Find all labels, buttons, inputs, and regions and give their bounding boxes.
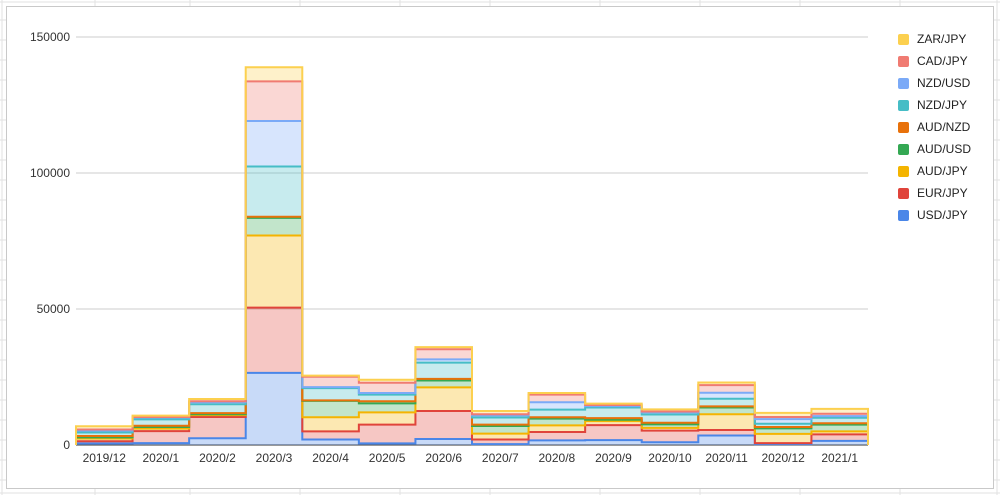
legend-label: ZAR/JPY bbox=[917, 32, 967, 46]
legend-swatch bbox=[898, 99, 909, 111]
x-tick-label: 2020/11 bbox=[705, 451, 748, 465]
legend-item[interactable]: ZAR/JPY bbox=[898, 28, 971, 50]
area-aud-jpy bbox=[76, 235, 868, 444]
x-axis-tick-labels: 2019/12 2020/1 2020/2 2020/3 2020/4 2020/5 202… bbox=[83, 451, 859, 465]
legend-label: AUD/JPY bbox=[917, 164, 968, 178]
legend-swatch bbox=[898, 143, 909, 155]
x-tick-label: 2020/10 bbox=[648, 451, 692, 465]
y-tick-label: 100000 bbox=[30, 166, 70, 180]
chart-legend: ZAR/JPY CAD/JPY NZD/USD NZD/JPY AUD/NZD AUD/U… bbox=[898, 28, 971, 226]
legend-item[interactable]: AUD/USD bbox=[898, 138, 971, 160]
x-tick-label: 2020/9 bbox=[595, 451, 632, 465]
line-zar-jpy bbox=[75, 66, 869, 445]
legend-swatch bbox=[898, 77, 909, 89]
legend-item[interactable]: NZD/USD bbox=[898, 72, 971, 94]
y-tick-label: 0 bbox=[63, 438, 70, 452]
x-tick-label: 2020/4 bbox=[312, 451, 349, 465]
legend-swatch bbox=[898, 33, 909, 45]
legend-label: NZD/JPY bbox=[917, 98, 968, 112]
legend-item[interactable]: EUR/JPY bbox=[898, 182, 971, 204]
legend-swatch bbox=[898, 165, 909, 177]
series-areas bbox=[75, 66, 869, 446]
x-tick-label: 2020/7 bbox=[482, 451, 519, 465]
x-tick-label: 2020/12 bbox=[761, 451, 805, 465]
area-usd-jpy bbox=[76, 372, 868, 445]
legend-item[interactable]: USD/JPY bbox=[898, 204, 971, 226]
x-tick-label: 2021/1 bbox=[821, 451, 858, 465]
legend-swatch bbox=[898, 121, 909, 133]
x-tick-label: 2020/3 bbox=[256, 451, 293, 465]
legend-swatch bbox=[898, 209, 909, 221]
legend-swatch bbox=[898, 187, 909, 199]
legend-label: AUD/USD bbox=[917, 142, 972, 156]
y-tick-label: 150000 bbox=[30, 30, 70, 44]
legend-item[interactable]: AUD/JPY bbox=[898, 160, 971, 182]
x-tick-label: 2020/8 bbox=[539, 451, 576, 465]
area-eur-jpy bbox=[76, 307, 868, 445]
legend-item[interactable]: NZD/JPY bbox=[898, 94, 971, 116]
x-tick-label: 2020/6 bbox=[425, 451, 462, 465]
legend-label: NZD/USD bbox=[917, 76, 971, 90]
legend-label: EUR/JPY bbox=[917, 186, 968, 200]
legend-label: USD/JPY bbox=[917, 208, 968, 222]
legend-label: CAD/JPY bbox=[917, 54, 968, 68]
y-axis-tick-labels: 0 50000 100000 150000 bbox=[30, 30, 70, 452]
legend-item[interactable]: CAD/JPY bbox=[898, 50, 971, 72]
x-tick-label: 2020/2 bbox=[199, 451, 236, 465]
y-tick-label: 50000 bbox=[37, 302, 71, 316]
x-tick-label: 2019/12 bbox=[83, 451, 127, 465]
legend-swatch bbox=[898, 55, 909, 67]
x-tick-label: 2020/1 bbox=[143, 451, 180, 465]
x-tick-label: 2020/5 bbox=[369, 451, 406, 465]
legend-item[interactable]: AUD/NZD bbox=[898, 116, 971, 138]
legend-label: AUD/NZD bbox=[917, 120, 971, 134]
